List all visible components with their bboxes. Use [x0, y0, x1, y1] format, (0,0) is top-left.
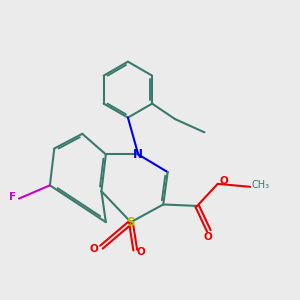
Text: O: O	[220, 176, 229, 186]
Text: S: S	[127, 216, 135, 229]
Text: N: N	[133, 148, 143, 161]
Text: O: O	[90, 244, 98, 254]
Text: CH₃: CH₃	[252, 180, 270, 190]
Text: F: F	[9, 192, 16, 202]
Text: O: O	[137, 247, 146, 256]
Text: O: O	[203, 232, 212, 242]
